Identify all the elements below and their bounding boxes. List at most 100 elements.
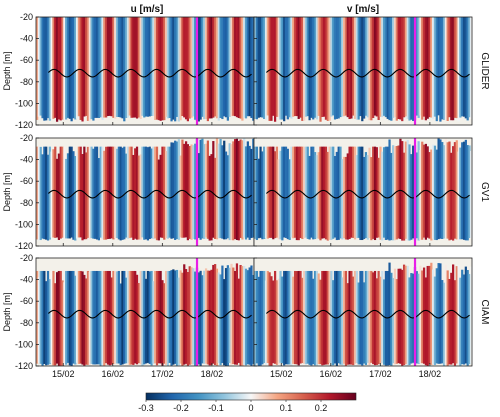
velocity-cell (237, 140, 240, 241)
velocity-cell (125, 17, 128, 118)
velocity-cell (95, 17, 99, 118)
velocity-cell (194, 271, 197, 366)
panel-frame (253, 137, 473, 247)
velocity-cell (439, 263, 442, 364)
velocity-cell (154, 17, 157, 120)
velocity-cell (148, 17, 151, 117)
velocity-cell (85, 152, 88, 240)
velocity-cell (37, 277, 41, 363)
velocity-cell (321, 146, 324, 239)
velocity-cell (88, 146, 91, 240)
velocity-cell (388, 262, 391, 366)
velocity-cell (448, 17, 451, 118)
velocity-cell (130, 270, 133, 365)
velocity-cell (284, 146, 288, 238)
velocity-cell (283, 146, 286, 238)
velocity-cell (70, 270, 73, 366)
velocity-cell (36, 270, 39, 364)
velocity-cell (235, 17, 239, 118)
velocity-cell (290, 270, 293, 366)
velocity-cell (188, 17, 191, 119)
velocity-cell (408, 17, 411, 121)
velocity-cell (86, 146, 90, 238)
velocity-cell (244, 146, 248, 240)
velocity-cell (143, 146, 146, 240)
velocity-cell (346, 17, 349, 118)
velocity-cell (272, 146, 275, 240)
velocity-cell (132, 154, 135, 240)
velocity-cell (154, 270, 157, 364)
velocity-cell (326, 151, 329, 241)
velocity-cell (470, 266, 473, 364)
velocity-cell (417, 141, 420, 241)
velocity-cell (266, 270, 269, 363)
velocity-cell (234, 270, 237, 365)
velocity-cell (159, 154, 162, 238)
velocity-cell (126, 146, 130, 239)
velocity-cell (344, 156, 348, 240)
velocity-cell (197, 272, 200, 365)
velocity-cell (63, 282, 66, 365)
velocity-cell (381, 17, 384, 118)
velocity-cell (92, 148, 95, 239)
velocity-cell (179, 155, 182, 238)
y-tick-label: -20 (20, 133, 33, 143)
velocity-cell (117, 146, 120, 240)
velocity-cell (306, 17, 309, 117)
velocity-cell (261, 270, 264, 365)
velocity-cell (163, 146, 166, 240)
velocity-cell (375, 17, 378, 117)
x-tick-label: 18/02 (419, 369, 442, 379)
velocity-cell (97, 17, 100, 119)
velocity-cell (375, 278, 378, 365)
velocity-cell (395, 146, 398, 240)
velocity-cell (435, 268, 438, 364)
velocity-cell (172, 17, 175, 120)
velocity-cell (444, 138, 447, 238)
velocity-cell (333, 156, 337, 238)
velocity-cell (106, 17, 110, 117)
velocity-cell (217, 17, 220, 121)
velocity-cell (119, 17, 122, 118)
velocity-cell (421, 141, 424, 240)
velocity-cell (275, 280, 279, 365)
velocity-cell (352, 17, 355, 116)
velocity-cell (68, 146, 71, 239)
velocity-cell (106, 270, 110, 365)
velocity-cell (332, 17, 335, 116)
velocity-cell (101, 146, 104, 240)
velocity-cell (168, 270, 171, 363)
velocity-cell (103, 270, 106, 366)
colorbar-tick-label: -0.3 (138, 403, 154, 413)
velocity-cell (373, 146, 377, 241)
velocity-cell (206, 270, 209, 365)
velocity-cell (108, 270, 111, 366)
velocity-cell (410, 17, 413, 120)
velocity-cell (190, 17, 193, 118)
panel-u-ciam: -120 -100 -80 -60 -40 -20 15/02 16/02 17/02 18/02 (15, 253, 255, 379)
velocity-cell (239, 139, 242, 238)
velocity-cell (395, 279, 398, 364)
velocity-cell (435, 149, 438, 241)
velocity-cell (295, 271, 298, 365)
velocity-cell (50, 270, 53, 363)
velocity-cell (65, 158, 68, 239)
velocity-cell (152, 281, 155, 364)
velocity-cell (293, 146, 297, 238)
velocity-cell (421, 270, 424, 364)
velocity-cell (415, 271, 418, 364)
velocity-cell (212, 141, 215, 238)
velocity-cell (201, 275, 204, 364)
velocity-cell (323, 146, 326, 239)
velocity-cell (199, 17, 202, 120)
velocity-cell (459, 17, 462, 118)
colorbar-tick-label: 0.2 (315, 403, 328, 413)
velocity-cell (243, 265, 246, 365)
velocity-cell (59, 146, 62, 239)
velocity-cell (121, 270, 124, 365)
velocity-cell (442, 145, 446, 239)
velocity-cell (50, 17, 53, 119)
velocity-cell (277, 159, 280, 240)
velocity-cell (304, 17, 308, 117)
velocity-cell (252, 274, 255, 364)
